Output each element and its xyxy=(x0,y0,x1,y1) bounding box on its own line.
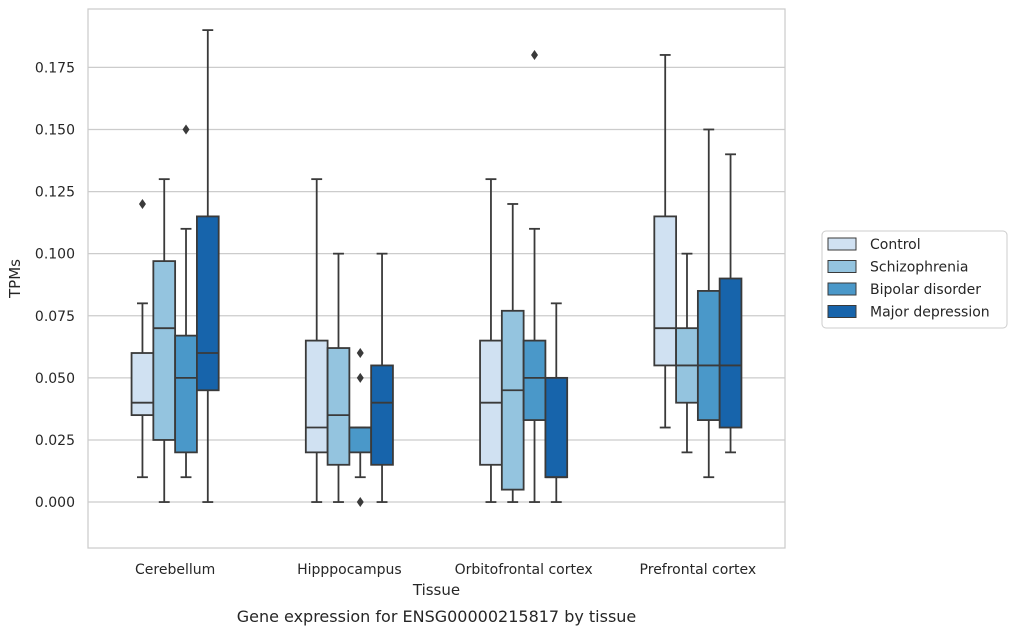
y-tick-label: 0.150 xyxy=(35,122,75,138)
box-body xyxy=(130,352,155,417)
box-control xyxy=(304,178,329,503)
legend-swatch xyxy=(827,305,857,318)
box-bipolar-disorder xyxy=(522,49,547,503)
legend-swatch xyxy=(827,237,857,251)
box-body xyxy=(152,260,177,441)
box-body xyxy=(544,376,569,479)
legend-label: Bipolar disorder xyxy=(870,282,981,298)
box-body xyxy=(370,364,394,466)
box-body xyxy=(196,215,220,392)
box-body xyxy=(304,339,329,454)
plot-frame xyxy=(87,8,786,549)
y-tick-label: 0.000 xyxy=(35,495,75,511)
legend: Control Schizophrenia Bipolar disorder Majo… xyxy=(821,230,1008,329)
legend-label: Major depression xyxy=(870,305,990,321)
box-schizophrenia xyxy=(326,252,351,503)
box-bipolar-disorder xyxy=(348,348,373,508)
box-body xyxy=(326,347,351,466)
outlier-point xyxy=(531,49,539,60)
box-schizophrenia xyxy=(675,252,699,454)
x-tick-label: Cerebellum xyxy=(135,562,215,578)
x-axis-label: Tissue xyxy=(412,581,460,599)
y-axis-label: TPMs xyxy=(6,259,24,299)
box-body xyxy=(522,339,547,421)
y-tick-label: 0.075 xyxy=(35,309,75,325)
box-body xyxy=(348,426,373,454)
box-body xyxy=(696,290,721,421)
box-schizophrenia xyxy=(152,178,177,503)
x-axis-ticks: Cerebellum Hipppocampus Orbitofrontal cort… xyxy=(135,562,756,578)
box-major-depression xyxy=(370,252,394,503)
box-body xyxy=(718,277,743,429)
plot-area xyxy=(130,29,743,508)
box-bipolar-disorder xyxy=(174,124,198,479)
y-tick-label: 0.100 xyxy=(35,247,75,263)
x-tick-label: Prefrontal cortex xyxy=(640,562,757,578)
legend-swatch xyxy=(827,282,857,296)
y-tick-label: 0.050 xyxy=(35,371,75,387)
box-major-depression xyxy=(544,302,569,503)
box-control xyxy=(479,178,503,503)
box-control xyxy=(130,198,155,479)
y-tick-label: 0.175 xyxy=(35,60,75,76)
outlier-point xyxy=(138,198,146,209)
box-body xyxy=(653,215,677,367)
box-major-depression xyxy=(196,29,220,503)
box-schizophrenia xyxy=(500,203,525,503)
legend-frame xyxy=(821,230,1008,329)
chart-caption: Gene expression for ENSG00000215817 by t… xyxy=(237,607,637,626)
x-tick-label: Orbitofrontal cortex xyxy=(455,562,593,578)
outlier-point xyxy=(356,372,364,383)
legend-swatch xyxy=(827,260,857,273)
y-tick-label: 0.125 xyxy=(35,185,75,201)
x-tick-label: Hipppocampus xyxy=(297,562,402,578)
outlier-point xyxy=(356,348,364,359)
legend-label: Schizophrenia xyxy=(870,260,968,276)
legend-label: Control xyxy=(870,237,921,253)
box-control xyxy=(653,54,677,429)
outlier-point xyxy=(356,497,364,508)
box-body xyxy=(500,309,525,491)
box-body xyxy=(174,334,198,454)
outlier-point xyxy=(182,124,190,135)
y-axis-ticks: 0.000 0.025 0.050 0.075 0.100 0.125 0.150 0.175 xyxy=(35,60,75,511)
y-tick-label: 0.025 xyxy=(35,433,75,449)
box-major-depression xyxy=(718,153,743,454)
box-bipolar-disorder xyxy=(696,128,721,479)
